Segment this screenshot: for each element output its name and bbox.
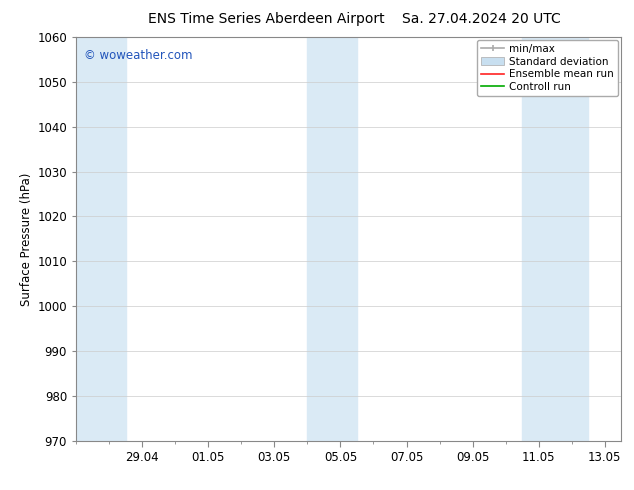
Bar [522,37,588,441]
Text: © woweather.com: © woweather.com [84,49,193,62]
Bar [76,37,126,441]
Bar [307,37,357,441]
Text: ENS Time Series Aberdeen Airport: ENS Time Series Aberdeen Airport [148,12,385,26]
Text: Sa. 27.04.2024 20 UTC: Sa. 27.04.2024 20 UTC [403,12,561,26]
Legend: min/max, Standard deviation, Ensemble mean run, Controll run: min/max, Standard deviation, Ensemble me… [477,40,618,96]
Y-axis label: Surface Pressure (hPa): Surface Pressure (hPa) [20,172,33,306]
